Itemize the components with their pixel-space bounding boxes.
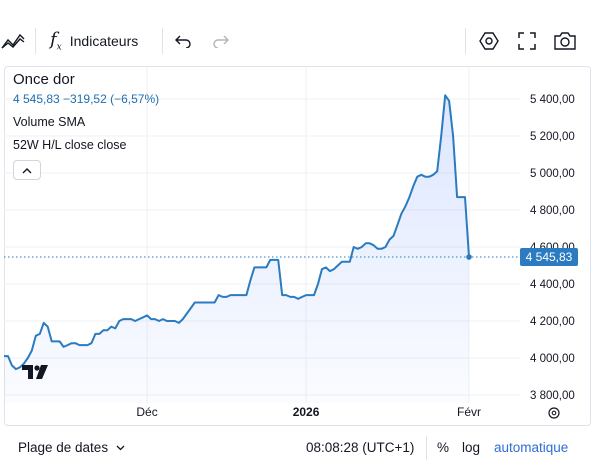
chart-pane[interactable] — [4, 66, 591, 426]
y-tick-label: 4 800,00 — [530, 205, 575, 217]
indicator-volume-sma[interactable]: Volume SMA — [13, 115, 86, 129]
price-change: 4 545,83 −319,52 (−6,57%) — [13, 92, 160, 106]
y-tick-label: 3 800,00 — [530, 390, 575, 402]
y-tick-label: 4 200,00 — [530, 316, 575, 328]
function-icon: fx — [50, 29, 62, 53]
undo-icon[interactable] — [172, 30, 194, 52]
toolbar-divider — [162, 28, 163, 54]
fullscreen-icon[interactable] — [515, 30, 539, 52]
y-tick-label: 5 400,00 — [530, 94, 575, 106]
price-line — [4, 94, 470, 371]
tradingview-logo[interactable] — [21, 360, 49, 384]
bottom-bar: Plage de dates 08:08:28 (UTC+1) % log au… — [0, 426, 595, 471]
last-price-tag: 4 545,83 — [520, 248, 578, 267]
indicators-button[interactable]: fx Indicateurs — [50, 29, 158, 53]
chart-legend: Once dor 4 545,83 −319,52 (−6,57%) Volum… — [13, 71, 159, 152]
axis-settings-icon — [548, 407, 560, 419]
clock-timezone[interactable]: 08:08:28 (UTC+1) — [306, 440, 415, 455]
x-tick-label: Déc — [136, 405, 157, 419]
tradingview-logo-icon — [22, 365, 48, 379]
auto-scale-toggle[interactable]: automatique — [494, 440, 569, 455]
y-tick-label: 4 400,00 — [530, 279, 575, 291]
y-tick-label: 5 000,00 — [530, 168, 575, 180]
settings-icon[interactable] — [477, 30, 501, 52]
price-area — [4, 95, 469, 404]
percent-toggle[interactable]: % — [437, 440, 450, 455]
x-tick-label: 2026 — [293, 405, 320, 419]
date-range-label: Plage de dates — [18, 440, 109, 455]
y-tick-label: 5 200,00 — [530, 131, 575, 143]
chevron-up-icon — [22, 167, 32, 173]
chart-style-icon[interactable] — [0, 30, 26, 52]
date-range-button[interactable]: Plage de dates — [18, 440, 125, 455]
indicators-label: Indicateurs — [69, 33, 139, 49]
symbol-title[interactable]: Once dor — [13, 71, 75, 88]
chevron-down-icon — [116, 445, 125, 451]
bottom-divider — [426, 436, 427, 460]
y-tick-label: 4 000,00 — [530, 353, 575, 365]
collapse-legend-button[interactable] — [13, 160, 41, 180]
x-tick-label: Févr — [457, 405, 481, 419]
indicator-52w-hl[interactable]: 52W H/L close close — [13, 138, 127, 152]
price-chart[interactable]: 5 400,005 200,005 000,004 800,004 600,00… — [0, 0, 595, 426]
top-toolbar: fx Indicateurs — [0, 0, 595, 66]
redo-icon[interactable] — [210, 30, 232, 52]
camera-icon[interactable] — [552, 30, 578, 52]
toolbar-divider — [465, 28, 466, 54]
last-price-dot — [466, 254, 472, 260]
axis-settings-icon-center — [551, 410, 557, 416]
log-toggle[interactable]: log — [462, 440, 481, 455]
toolbar-divider — [35, 28, 36, 54]
